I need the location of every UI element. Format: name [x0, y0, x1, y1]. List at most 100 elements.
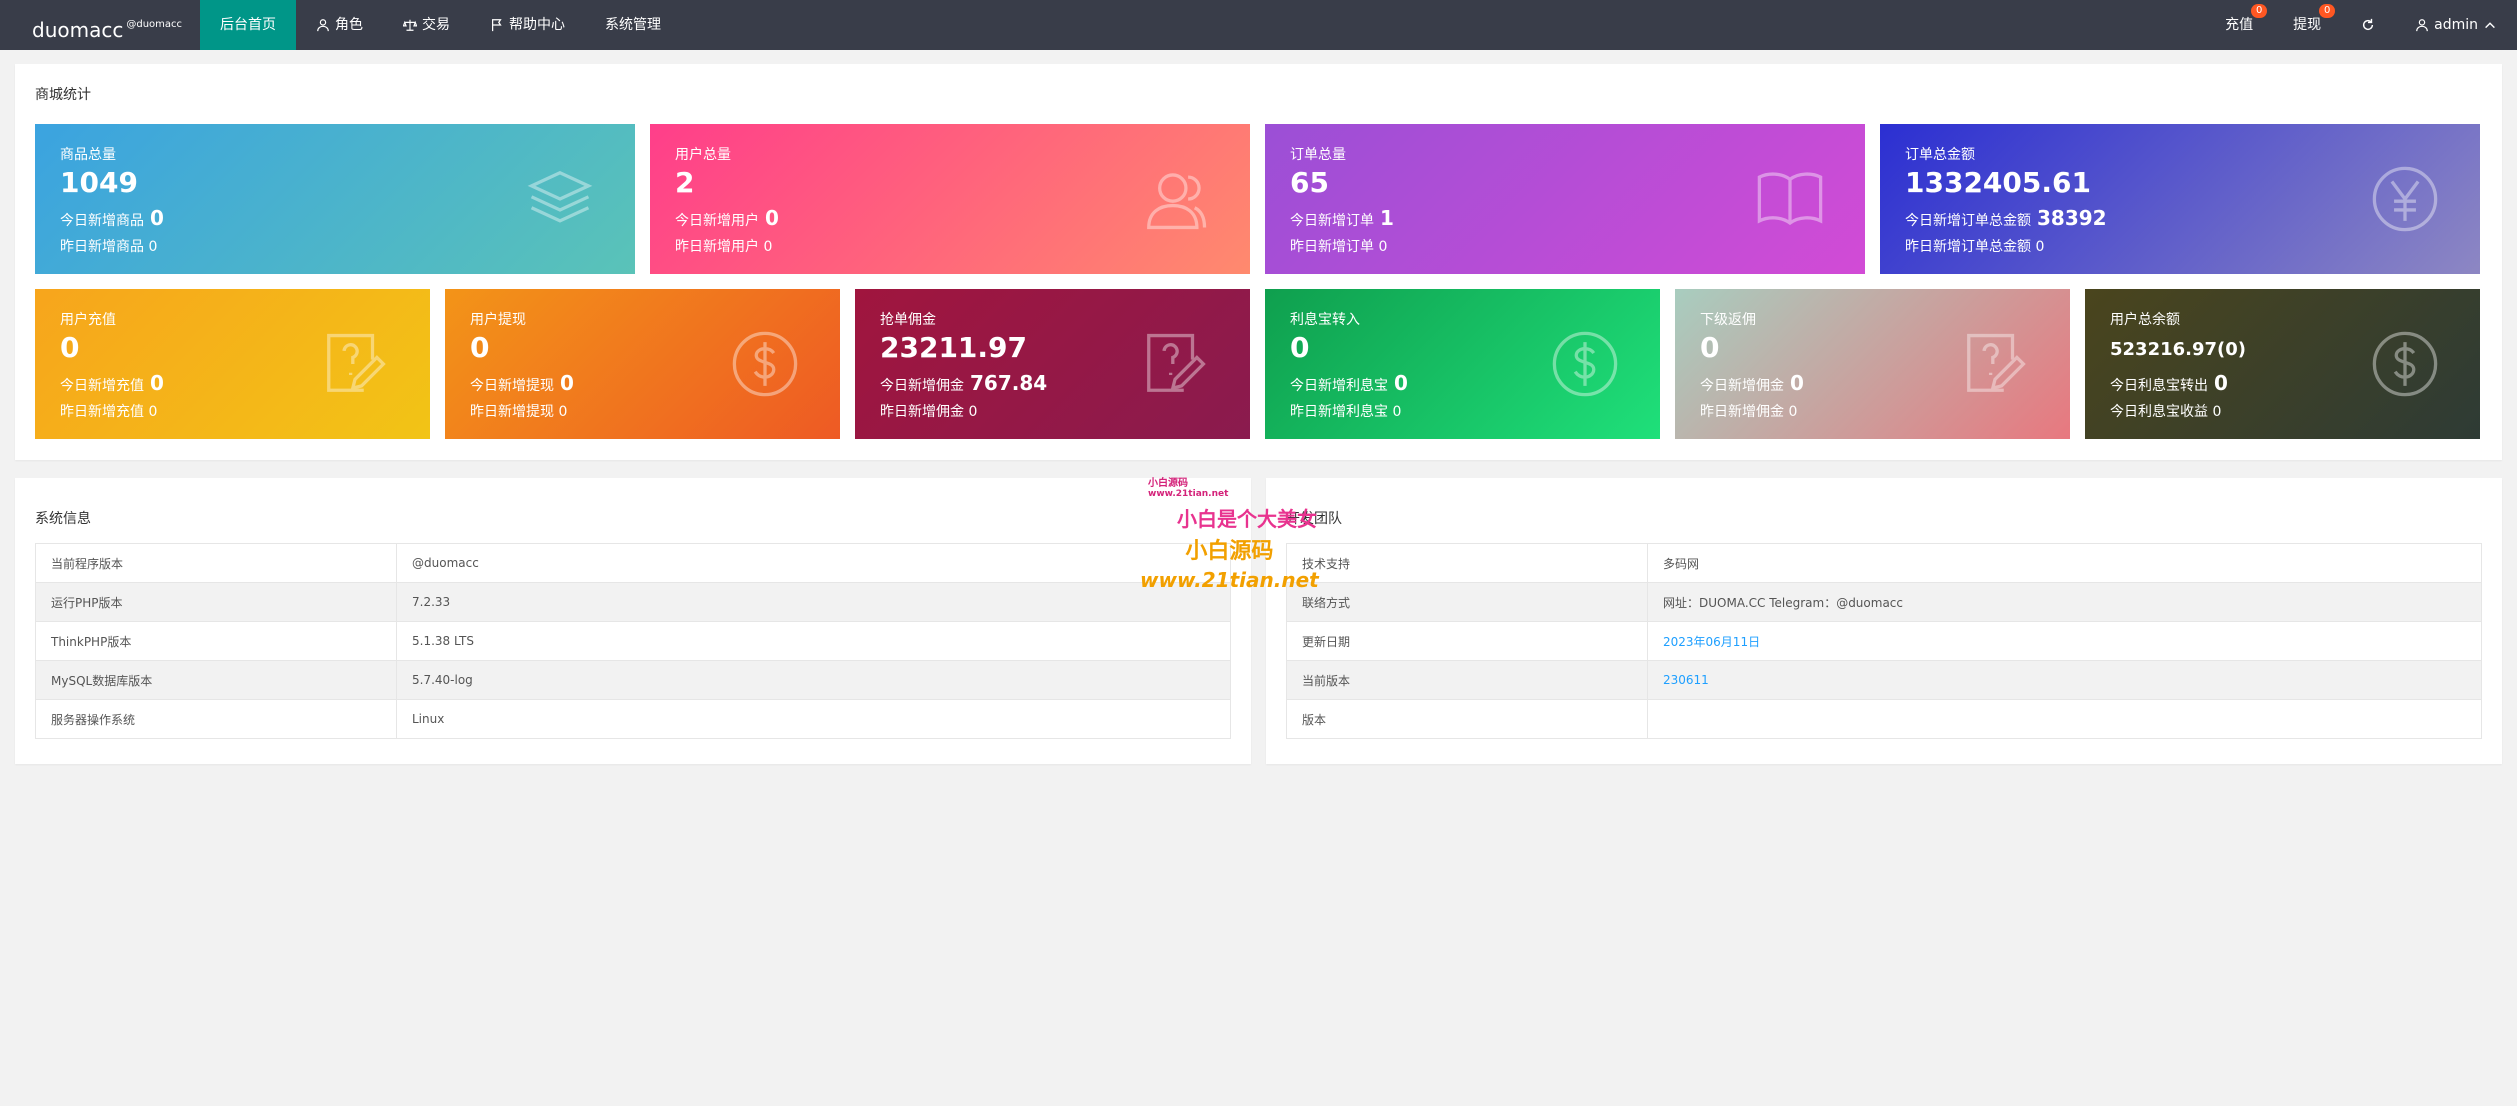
- table-row: 服务器操作系统 Linux: [35, 699, 1231, 739]
- nav-system-label: 系统管理: [605, 17, 661, 33]
- stat-today-label: 今日新增商品: [60, 213, 144, 229]
- row-key: 版本: [1286, 699, 1648, 739]
- row-value: 7.2.33: [396, 582, 1231, 622]
- devteam-panel: 开发团队 技术支持 多码网 联络方式 网址：DUOMA.CC Telegram：@d…: [1266, 478, 2502, 764]
- row-value: 多码网: [1647, 543, 2482, 583]
- nav-dashboard[interactable]: 后台首页: [200, 0, 296, 50]
- stat-today-label: 今日新增佣金: [880, 378, 964, 394]
- nav-dashboard-label: 后台首页: [220, 17, 276, 33]
- stat-value: 2: [675, 166, 695, 199]
- nav-trade-label: 交易: [422, 17, 450, 33]
- stat-yday-value: 0: [148, 404, 158, 420]
- layers-icon: [527, 170, 593, 223]
- stat-yday-label: 昨日新增订单: [1290, 239, 1374, 255]
- stat-today-label: 今日新增提现: [470, 378, 554, 394]
- right-nav: 充值 0 提现 0 admin: [2205, 0, 2517, 50]
- stat-value: 0: [60, 331, 80, 364]
- stat-card-subordinate: 下级返佣 0 今日新增佣金 0 昨日新增佣金 0: [1675, 289, 2070, 439]
- table-row: 更新日期 2023年06月11日: [1286, 621, 2482, 661]
- top-bar: duomacc @duomacc 后台首页 角色 交易 帮助中心 系统管理 充值 …: [0, 0, 2517, 50]
- stat-label: 用户总量: [675, 147, 731, 163]
- stat-label: 用户总余额: [2110, 312, 2180, 328]
- row-key: 联络方式: [1286, 582, 1648, 622]
- stat-yday-value: 0: [558, 404, 568, 420]
- stat-today-value: 767.84: [970, 371, 1048, 395]
- stat-yesterday: 昨日新增佣金 0: [880, 401, 977, 421]
- stat-today-value: 1: [1380, 206, 1394, 230]
- stat-today-value: 0: [150, 371, 164, 395]
- sysinfo-table: 当前程序版本 @duomacc 运行PHP版本 7.2.33 ThinkPHP版本 5…: [35, 543, 1231, 739]
- edit-icon: [327, 333, 386, 392]
- stat-card-withdraw: 用户提现 0 今日新增提现 0 昨日新增提现 0: [445, 289, 840, 439]
- users-icon: [1147, 173, 1207, 230]
- recharge-button[interactable]: 充值 0: [2205, 0, 2273, 50]
- main-nav: 后台首页 角色 交易 帮助中心 系统管理: [200, 0, 681, 50]
- withdraw-button[interactable]: 提现 0: [2273, 0, 2341, 50]
- stat-value: 0: [1290, 331, 1310, 364]
- row-value: 5.7.40-log: [396, 660, 1231, 700]
- stat-yday-value: 0: [2212, 404, 2222, 420]
- row-value: @duomacc: [396, 543, 1231, 583]
- stats-panel: 商城统计 商品总量 1049 今日新增商品 0 昨日新增商品 0 用户总量 2 今…: [15, 64, 2502, 460]
- watermark-main: 小白是个大美女: [1177, 507, 1317, 531]
- stat-value: 0: [470, 331, 490, 364]
- scale-icon: [403, 19, 417, 31]
- stat-yesterday: 昨日新增订单 0: [1290, 236, 1387, 256]
- stat-today: 今日新增提现 0: [470, 371, 574, 395]
- stat-today: 今日新增商品 0: [60, 206, 164, 230]
- stat-card-order-amount: 订单总金额 1332405.61 今日新增订单总金额 38392 昨日新增订单总金…: [1880, 124, 2480, 274]
- stat-today-label: 今日新增用户: [675, 213, 759, 229]
- nav-role[interactable]: 角色: [296, 0, 383, 50]
- row-key: MySQL数据库版本: [35, 660, 397, 700]
- table-row: 当前版本 230611: [1286, 660, 2482, 700]
- stat-today-value: 0: [1790, 371, 1804, 395]
- stat-today: 今日新增用户 0: [675, 206, 779, 230]
- stat-value: 1049: [60, 166, 138, 199]
- nav-trade[interactable]: 交易: [383, 0, 470, 50]
- stat-label: 抢单佣金: [880, 312, 936, 328]
- stat-card-interest-in: 利息宝转入 0 今日新增利息宝 0 昨日新增利息宝 0: [1265, 289, 1660, 439]
- stat-card-orders: 订单总量 65 今日新增订单 1 昨日新增订单 0: [1265, 124, 1865, 274]
- watermark-text: 小白源码: [1185, 539, 1274, 564]
- recharge-label: 充值: [2225, 17, 2254, 33]
- update-date-link[interactable]: 2023年06月11日: [1647, 621, 2482, 661]
- stat-today-value: 0: [150, 206, 164, 230]
- user-menu[interactable]: admin: [2395, 0, 2517, 50]
- flag-icon: [492, 19, 502, 32]
- stat-label: 订单总金额: [1905, 147, 1975, 163]
- version-link[interactable]: 230611: [1647, 660, 2482, 700]
- table-row: 当前程序版本 @duomacc: [35, 543, 1231, 583]
- stat-value: 23211.97: [880, 331, 1028, 364]
- sysinfo-title: 系统信息: [35, 511, 91, 527]
- stat-today-label: 今日新增订单: [1290, 213, 1374, 229]
- stat-yesterday: 昨日新增利息宝 0: [1290, 401, 1401, 421]
- brand-logo[interactable]: duomacc @duomacc: [32, 0, 182, 50]
- stat-yday-value: 0: [2035, 239, 2045, 255]
- stat-value: 65: [1290, 166, 1329, 199]
- stat-label: 用户充值: [60, 312, 116, 328]
- stat-today-label: 今日新增佣金: [1700, 378, 1784, 394]
- stat-today: 今日新增佣金 767.84: [880, 371, 1047, 395]
- stat-yday-label: 昨日新增利息宝: [1290, 404, 1388, 420]
- brand-sup: @duomacc: [126, 19, 183, 30]
- stat-yday-value: 0: [148, 239, 158, 255]
- nav-system[interactable]: 系统管理: [585, 0, 681, 50]
- watermark-small-1: 小白源码 www.21tian.net: [1148, 474, 1228, 499]
- devteam-title: 开发团队: [1286, 511, 1342, 527]
- stat-today-value: 0: [765, 206, 779, 230]
- stat-card-recharge: 用户充值 0 今日新增充值 0 昨日新增充值 0: [35, 289, 430, 439]
- chevron-up-icon: [2485, 22, 2495, 29]
- user-icon: [2416, 19, 2428, 32]
- nav-help-label: 帮助中心: [509, 17, 565, 33]
- refresh-button[interactable]: [2341, 0, 2395, 50]
- nav-help[interactable]: 帮助中心: [470, 0, 585, 50]
- stat-yesterday: 昨日新增充值 0: [60, 401, 157, 421]
- stat-today-label: 今日利息宝转出: [2110, 378, 2208, 394]
- refresh-icon: [2363, 18, 2374, 31]
- stat-today-value: 0: [1394, 371, 1408, 395]
- stat-yesterday: 今日利息宝收益 0: [2110, 401, 2221, 421]
- stat-yday-label: 昨日新增订单总金额: [1905, 239, 2031, 255]
- dollar-icon: [732, 331, 798, 397]
- stat-today: 今日新增订单 1: [1290, 206, 1394, 230]
- watermark-large: 小白源码 www.21tian.net: [1140, 538, 1319, 594]
